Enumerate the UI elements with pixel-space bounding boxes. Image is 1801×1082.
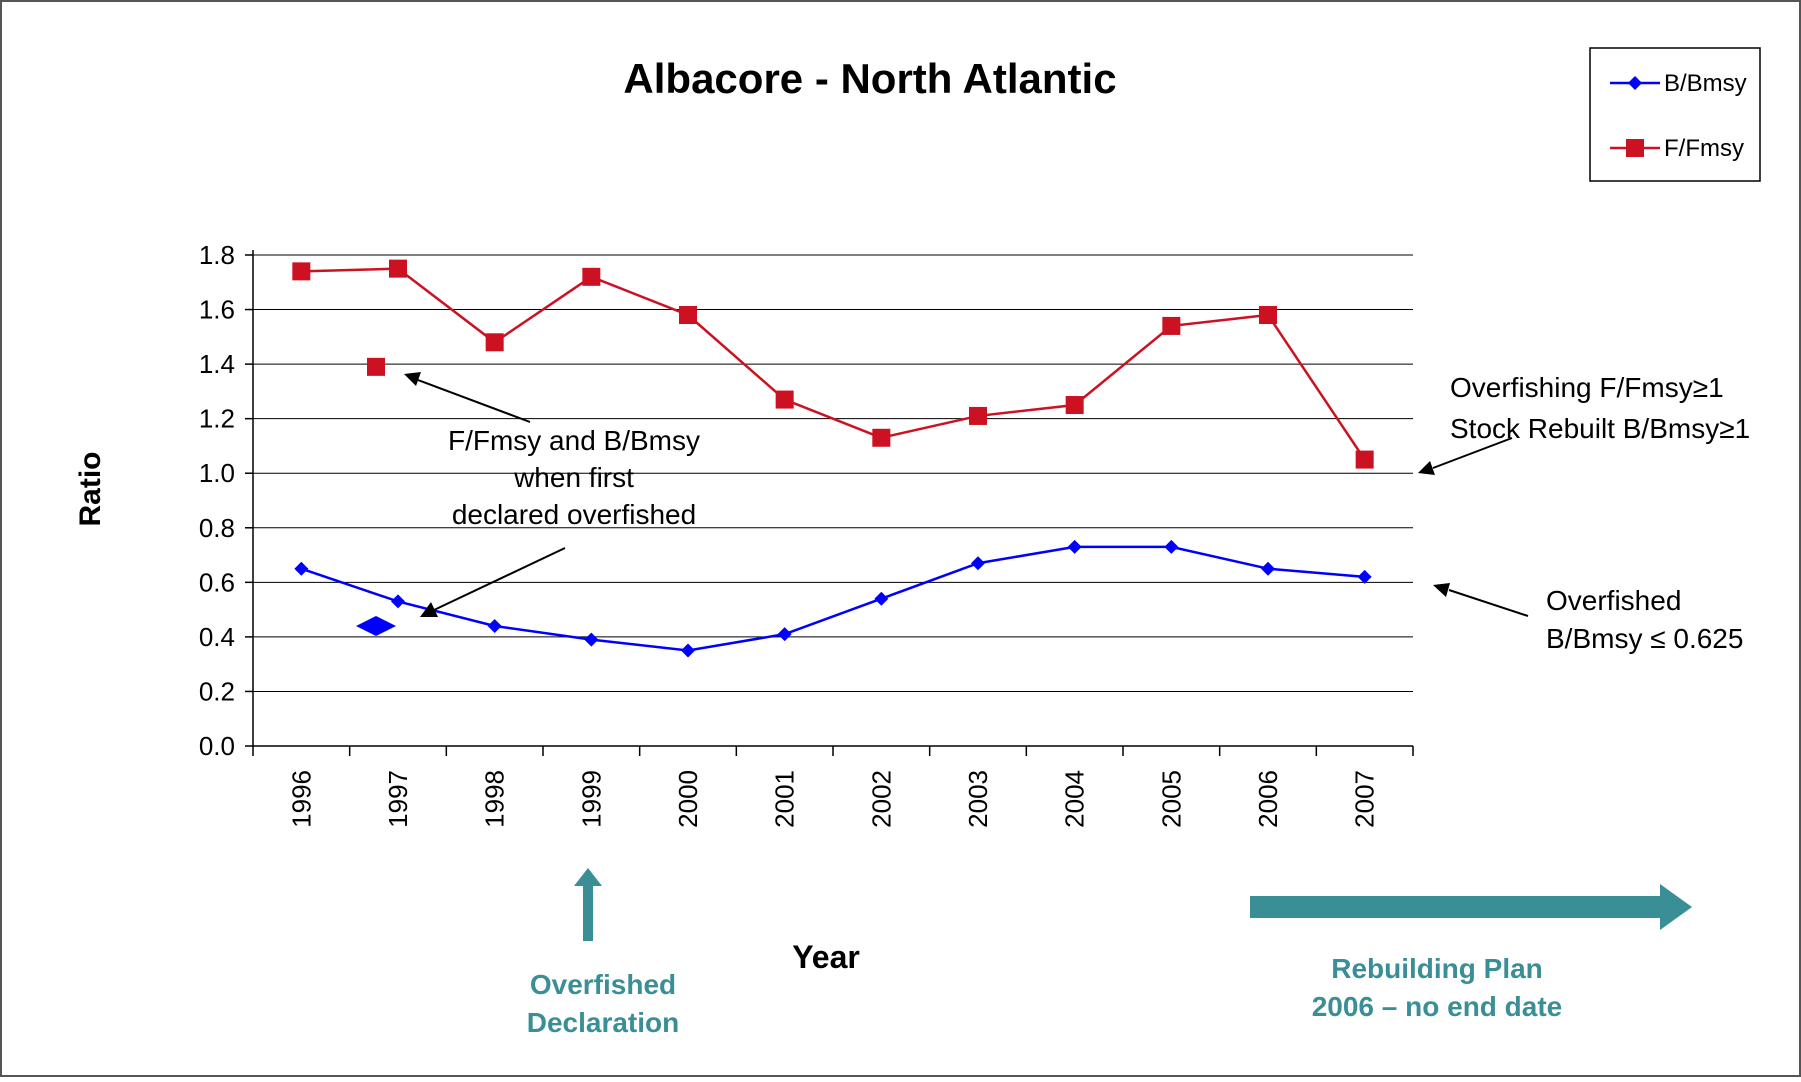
point-f-fmsy-2005 — [1162, 316, 1181, 335]
point-f-fmsy-2000 — [679, 306, 697, 325]
chart-title: Albacore - North Atlantic — [623, 55, 1116, 102]
point-b-bmsy-2000 — [681, 643, 695, 658]
arrow-to-overfished — [1448, 589, 1529, 617]
arrow-to-overfishing — [1432, 437, 1513, 469]
legend-label-b-bmsy: B/Bmsy — [1664, 70, 1747, 97]
point-f-fmsy-2006 — [1259, 306, 1277, 325]
annotation-overfished-line-2: B/Bmsy ≤ 0.625 — [1546, 623, 1743, 654]
y-tick-label-8: 1.6 — [199, 295, 235, 325]
axes — [245, 250, 1414, 756]
x-tick-label-2002: 2002 — [866, 770, 896, 828]
point-b-bmsy-2005 — [1164, 539, 1179, 554]
legend-marker-b-bmsy — [1628, 76, 1642, 90]
annotation-overfishing-line-2: Stock Rebuilt B/Bmsy≥1 — [1450, 413, 1750, 444]
gridlines — [253, 254, 1413, 692]
x-tick-label-1999: 1999 — [576, 770, 606, 828]
point-b-bmsy-2003 — [971, 556, 985, 571]
x-tick-label-2007: 2007 — [1350, 770, 1380, 828]
y-tick-label-5: 1.0 — [199, 458, 235, 488]
annotation-overfishing: Overfishing F/Fmsy≥1 Stock Rebuilt B/Bms… — [1418, 372, 1750, 475]
x-tick-label-1996: 1996 — [286, 770, 316, 828]
point-b-bmsy-1998 — [487, 618, 502, 633]
annotation-declared-line-1: F/Fmsy and B/Bmsy — [448, 425, 700, 456]
y-tick-label-4: 0.8 — [199, 513, 235, 543]
series — [292, 259, 1374, 658]
x-tick-label-2004: 2004 — [1060, 770, 1090, 828]
legend-box — [1589, 47, 1761, 182]
annotation-overfishing-line-1: Overfishing F/Fmsy≥1 — [1450, 372, 1724, 403]
series-line-b-bmsy — [300, 545, 1365, 652]
arrow-head-overfishing — [1418, 461, 1435, 475]
declaration-arrow-shaft — [583, 886, 593, 941]
x-axis-title: Year — [792, 939, 860, 975]
point-f-fmsy-2004 — [1065, 396, 1084, 415]
annotation-first-declared: F/Fmsy and B/Bmsy when first declared ov… — [404, 372, 700, 617]
y-axis-title: Ratio — [74, 452, 107, 527]
point-f-fmsy-2003 — [969, 406, 987, 425]
x-tick-label-2000: 2000 — [673, 770, 703, 828]
first-declared-markers — [356, 357, 396, 636]
point-b-bmsy-1996 — [294, 561, 309, 576]
declaration-label-line-1: Overfished — [530, 969, 676, 1000]
point-b-bmsy-1997 — [391, 594, 405, 609]
declaration-label-line-2: Declaration — [527, 1007, 680, 1038]
arrow-to-first-b — [433, 547, 566, 611]
point-f-fmsy-1997 — [389, 259, 407, 278]
x-tick-label-2005: 2005 — [1156, 770, 1186, 828]
legend-label-f-fmsy: F/Fmsy — [1664, 135, 1744, 162]
x-tick-label-2003: 2003 — [963, 770, 993, 828]
y-tick-label-0: 0.0 — [199, 731, 235, 761]
arrow-head-first-f — [404, 372, 421, 386]
rebuild-arrow-shaft — [1250, 896, 1662, 918]
y-tick-label-3: 0.6 — [199, 567, 235, 597]
y-tick-label-2: 0.4 — [199, 622, 235, 652]
first-declared-f-fmsy-marker — [367, 357, 385, 376]
annotation-overfished: Overfished B/Bmsy ≤ 0.625 — [1433, 583, 1743, 654]
point-f-fmsy-2001 — [775, 390, 794, 409]
point-b-bmsy-2002 — [874, 591, 889, 606]
point-b-bmsy-2007 — [1357, 569, 1372, 584]
legend-marker-f-fmsy — [1626, 139, 1644, 157]
series-line-f-fmsy — [301, 267, 1366, 461]
x-tick-label-1998: 1998 — [480, 770, 510, 828]
y-tick-labels: 0.0 0.2 0.4 0.6 0.8 1.0 1.2 1.4 1.6 1.8 — [199, 240, 235, 761]
point-f-fmsy-2002 — [872, 428, 891, 447]
y-tick-label-7: 1.4 — [199, 349, 235, 379]
point-f-fmsy-1998 — [485, 333, 504, 352]
y-tick-label-1: 0.2 — [199, 676, 235, 706]
x-tick-label-2001: 2001 — [770, 770, 800, 828]
rebuilding-plan-marker: Rebuilding Plan 2006 – no end date — [1250, 884, 1692, 1022]
point-b-bmsy-2004 — [1067, 539, 1082, 554]
first-declared-b-bmsy-marker — [356, 615, 396, 636]
point-f-fmsy-2007 — [1355, 450, 1374, 469]
point-f-fmsy-1996 — [292, 262, 311, 281]
x-tick-labels: 1996 1997 1998 1999 2000 2001 2002 2003 2004 2005… — [286, 770, 1379, 828]
arrow-head-overfished — [1433, 583, 1450, 597]
declaration-arrow-head — [574, 868, 602, 886]
x-tick-label-2006: 2006 — [1253, 770, 1283, 828]
rebuild-label-line-2: 2006 – no end date — [1312, 991, 1563, 1022]
point-b-bmsy-1999 — [584, 632, 599, 647]
x-tick-label-1997: 1997 — [383, 770, 413, 828]
annotation-declared-line-3: declared overfished — [452, 499, 696, 530]
overfished-declaration-marker: Overfished Declaration — [527, 868, 680, 1038]
arrow-head-first-b — [420, 602, 438, 617]
point-b-bmsy-2001 — [777, 627, 792, 642]
rebuild-label-line-1: Rebuilding Plan — [1331, 953, 1543, 984]
y-tick-label-9: 1.8 — [199, 240, 235, 270]
annotation-overfished-line-1: Overfished — [1546, 585, 1681, 616]
arrow-to-first-f — [417, 379, 531, 423]
rebuild-arrow-head — [1660, 884, 1692, 930]
annotation-declared-line-2: when first — [513, 462, 634, 493]
point-b-bmsy-2006 — [1261, 561, 1275, 576]
y-tick-label-6: 1.2 — [199, 404, 235, 434]
point-f-fmsy-1999 — [582, 267, 601, 286]
legend: B/Bmsy F/Fmsy — [1589, 47, 1761, 182]
